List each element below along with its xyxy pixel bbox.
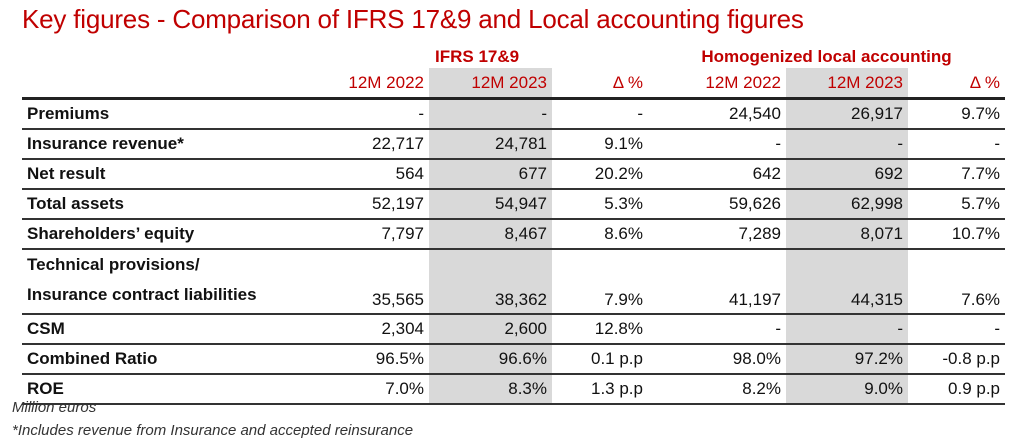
- col-header: Δ %: [552, 68, 648, 100]
- row-label: Insurance revenue*: [22, 129, 330, 160]
- cell-value: 97.2%: [786, 344, 908, 375]
- row-label-line: Technical provisions/: [27, 255, 200, 274]
- cell-value: 24,540: [648, 98, 786, 130]
- table-row: Premiums - - -24,540 26,917 9.7%: [22, 98, 1006, 130]
- cell-value: 7.0%: [330, 374, 429, 405]
- cell-value: -: [908, 129, 1006, 160]
- row-label: Premiums: [22, 98, 330, 130]
- cell-value: 38,362: [429, 249, 552, 315]
- cell-value: 5.3%: [552, 189, 648, 220]
- cell-value: 96.6%: [429, 344, 552, 375]
- row-label: CSM: [22, 314, 330, 345]
- cell-value: 9.0%: [786, 374, 908, 405]
- table-row: Shareholders’ equity 7,797 8,467 8.6% 7,289 8…: [22, 219, 1006, 250]
- cell-value: 7.9%: [552, 249, 648, 315]
- cell-value: 9.1%: [552, 129, 648, 160]
- row-label: Technical provisions/Insurance contract …: [22, 249, 330, 315]
- table-row: CSM 2,304 2,600 12.8% - - -: [22, 314, 1006, 345]
- row-label: Combined Ratio: [22, 344, 330, 375]
- cell-value: 692: [786, 159, 908, 190]
- cell-value: 8.6%: [552, 219, 648, 250]
- cell-value: -: [648, 129, 786, 160]
- group-header-local: Homogenized local accounting: [701, 46, 952, 66]
- cell-value: -: [330, 98, 429, 130]
- cell-value: 20.2%: [552, 159, 648, 190]
- cell-value: 564: [330, 159, 429, 190]
- cell-value: 7,797: [330, 219, 429, 250]
- footnote-revenue: *Includes revenue from Insurance and acc…: [12, 422, 414, 439]
- cell-value: 41,197: [648, 249, 786, 315]
- cell-value: 2,304: [330, 314, 429, 345]
- cell-value: 62,998: [786, 189, 908, 220]
- cell-value: 5.7%: [908, 189, 1006, 220]
- cell-value: 10.7%: [908, 219, 1006, 250]
- cell-value: 22,717: [330, 129, 429, 160]
- cell-value: 0.9 p.p: [908, 374, 1006, 405]
- cell-value: 26,917: [786, 98, 908, 130]
- table-row: Technical provisions/Insurance contract …: [22, 249, 1006, 315]
- cell-value: -: [908, 314, 1006, 345]
- cell-value: 8,467: [429, 219, 552, 250]
- row-label: Net result: [22, 159, 330, 190]
- cell-value: 96.5%: [330, 344, 429, 375]
- row-label-line: Insurance contract liabilities: [27, 285, 257, 304]
- cell-value: 1.3 p.p: [552, 374, 648, 405]
- cell-value: -: [648, 314, 786, 345]
- cell-value: 12.8%: [552, 314, 648, 345]
- row-label: ROE: [22, 374, 330, 405]
- col-header: 12M 2022: [648, 68, 786, 100]
- table-row: ROE 7.0% 8.3% 1.3 p.p 8.2% 9.0% 0.9 p.p: [22, 374, 1006, 405]
- page-title: Key figures - Comparison of IFRS 17&9 an…: [22, 4, 804, 34]
- row-label: Total assets: [22, 189, 330, 220]
- group-header-row: IFRS 17&9 Homogenized local accounting: [22, 45, 1005, 68]
- cell-value: 52,197: [330, 189, 429, 220]
- cell-value: 44,315: [786, 249, 908, 315]
- footnote-units: Million euros: [12, 399, 97, 416]
- cell-value: 9.7%: [908, 98, 1006, 130]
- cell-value: -: [786, 129, 908, 160]
- cell-value: 24,781: [429, 129, 552, 160]
- cell-value: 642: [648, 159, 786, 190]
- table-row: Combined Ratio 96.5% 96.6% 0.1 p.p 98.0% 97.2…: [22, 344, 1006, 375]
- cell-value: 8.2%: [648, 374, 786, 405]
- table-row: Insurance revenue* 22,717 24,781 9.1% - - -: [22, 129, 1006, 160]
- col-header: Δ %: [908, 68, 1006, 100]
- table-row: Net result 564 677 20.2% 642 692 7.7%: [22, 159, 1006, 190]
- row-label: Shareholders’ equity: [22, 219, 330, 250]
- col-header: 12M 2022: [330, 68, 429, 100]
- col-header: 12M 2023: [786, 68, 908, 100]
- cell-value: 8.3%: [429, 374, 552, 405]
- cell-value: 35,565: [330, 249, 429, 315]
- key-figures-table: IFRS 17&9 Homogenized local accounting 1…: [22, 45, 1006, 405]
- cell-value: 7.6%: [908, 249, 1006, 315]
- cell-value: -0.8 p.p: [908, 344, 1006, 375]
- cell-value: -: [786, 314, 908, 345]
- group-header-ifrs: IFRS 17&9: [435, 46, 520, 66]
- cell-value: 7.7%: [908, 159, 1006, 190]
- cell-value: 54,947: [429, 189, 552, 220]
- cell-value: 59,626: [648, 189, 786, 220]
- cell-value: 7,289: [648, 219, 786, 250]
- cell-value: -: [429, 98, 552, 130]
- cell-value: 8,071: [786, 219, 908, 250]
- cell-value: 2,600: [429, 314, 552, 345]
- cell-value: 0.1 p.p: [552, 344, 648, 375]
- col-header: 12M 2023: [429, 68, 552, 100]
- cell-value: 677: [429, 159, 552, 190]
- table-row: Total assets 52,197 54,947 5.3% 59,626 62,998…: [22, 189, 1006, 220]
- column-header-row: 12M 2022 12M 2023 Δ % 12M 2022 12M 2023 …: [22, 68, 1006, 100]
- cell-value: 98.0%: [648, 344, 786, 375]
- cell-value: -: [552, 98, 648, 130]
